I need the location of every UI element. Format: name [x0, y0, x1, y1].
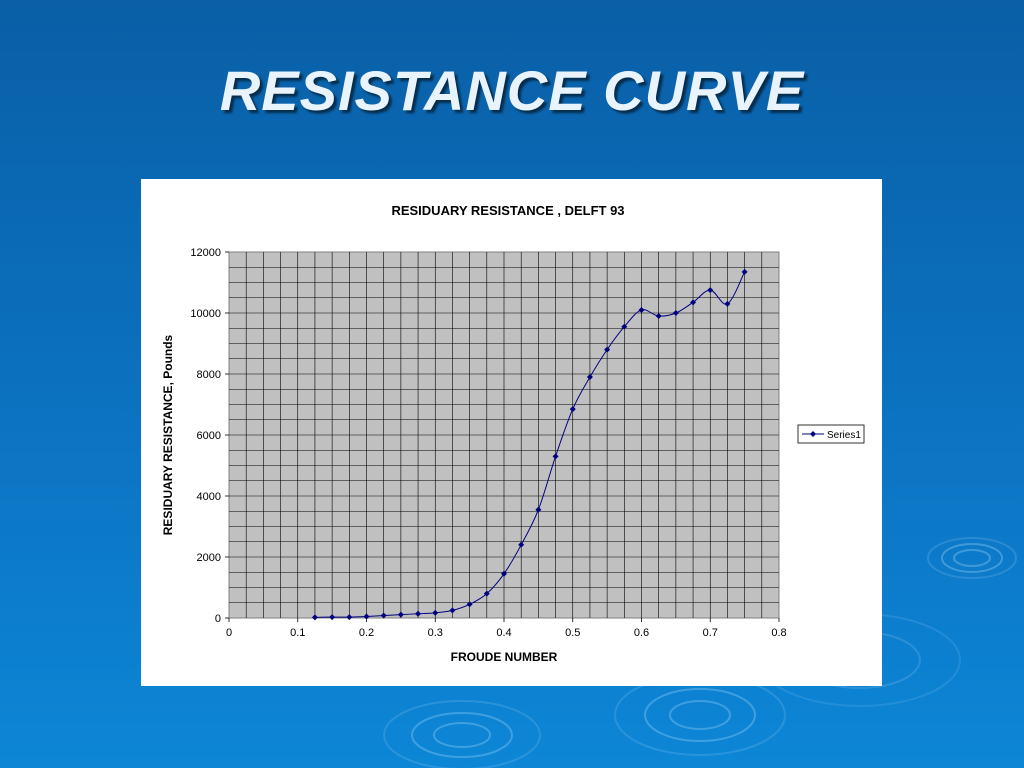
- data-point-marker: [707, 287, 714, 294]
- data-point-marker: [655, 313, 662, 320]
- series-markers: [311, 268, 748, 621]
- data-point-marker: [724, 300, 731, 307]
- y-tick-label: 0: [215, 613, 221, 625]
- data-point-marker: [466, 601, 473, 608]
- chart-panel: RESIDUARY RESISTANCE , DELFT 93 0 0.1 0.2 0…: [141, 179, 882, 686]
- data-point-marker: [621, 323, 628, 330]
- data-point-marker: [346, 614, 353, 621]
- data-point-marker: [397, 611, 404, 618]
- data-point-marker: [741, 268, 748, 275]
- data-point-marker: [638, 306, 645, 313]
- x-tick-label: 0.1: [290, 627, 305, 639]
- data-point-marker: [483, 590, 490, 597]
- y-tick-label: 6000: [197, 430, 221, 442]
- data-point-marker: [690, 299, 697, 306]
- x-tick-label: 0.8: [771, 627, 786, 639]
- data-point-marker: [604, 346, 611, 353]
- legend-series-label: Series1: [827, 430, 861, 441]
- y-tick-label: 8000: [197, 369, 221, 381]
- data-point-marker: [449, 607, 456, 614]
- x-tick-label: 0.6: [634, 627, 649, 639]
- x-tick-label: 0.5: [565, 627, 580, 639]
- data-point-marker: [586, 374, 593, 381]
- x-tick-label: 0: [226, 627, 232, 639]
- tick-labels: 0 0.1 0.2 0.3 0.4 0.5 0.6 0.7 0.8 0 2000 4000 6000 80…: [190, 247, 786, 639]
- x-tick-label: 0.7: [703, 627, 718, 639]
- data-point-marker: [501, 570, 507, 577]
- x-tick-label: 0.2: [359, 627, 374, 639]
- y-tick-label: 10000: [190, 308, 221, 320]
- data-point-marker: [518, 541, 525, 548]
- data-point-marker: [535, 506, 542, 513]
- y-axis-title: RESIDUARY RESISTANCE, Pounds: [161, 334, 175, 535]
- legend: Series1: [797, 424, 865, 444]
- data-point-marker: [329, 614, 336, 621]
- data-point-marker: [415, 610, 422, 617]
- legend-box: [797, 424, 865, 444]
- y-tick-label: 4000: [197, 491, 221, 503]
- y-tick-label: 2000: [197, 552, 221, 564]
- data-point-marker: [672, 310, 679, 316]
- data-point-marker: [432, 609, 439, 616]
- data-point-marker: [311, 614, 318, 621]
- data-point-marker: [380, 612, 387, 619]
- data-point-marker: [363, 613, 370, 620]
- resistance-chart: RESIDUARY RESISTANCE , DELFT 93 0 0.1 0.2 0…: [161, 203, 865, 664]
- data-point-marker: [569, 406, 576, 413]
- x-tick-label: 0.4: [496, 627, 511, 639]
- data-point-marker: [552, 453, 559, 460]
- chart-title: RESIDUARY RESISTANCE , DELFT 93: [391, 203, 624, 218]
- x-axis-title: FROUDE NUMBER: [451, 650, 558, 664]
- slide-title: RESISTANCE CURVE: [219, 59, 805, 122]
- y-tick-label: 12000: [190, 247, 221, 259]
- x-tick-label: 0.3: [428, 627, 443, 639]
- legend-marker: [810, 431, 816, 437]
